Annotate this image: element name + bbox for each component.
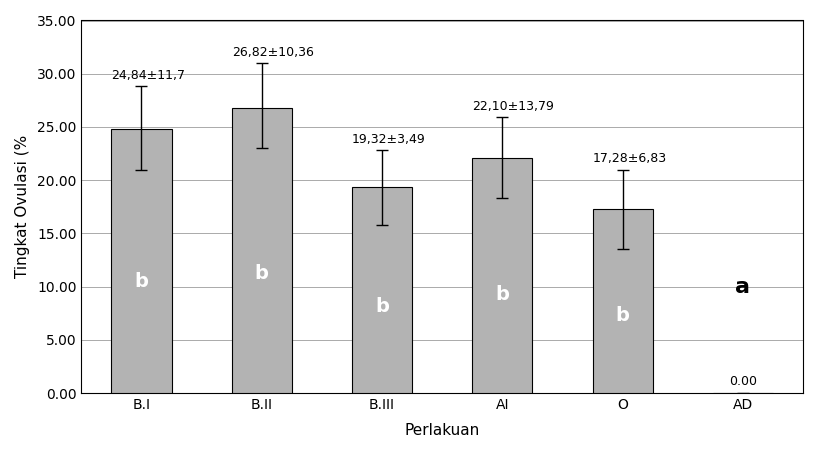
Text: 24,84±11,7: 24,84±11,7 <box>111 69 186 82</box>
Bar <box>352 188 412 393</box>
X-axis label: Perlakuan: Perlakuan <box>405 423 480 438</box>
Text: 19,32±3,49: 19,32±3,49 <box>352 133 425 146</box>
Text: b: b <box>134 273 148 291</box>
Text: 0.00: 0.00 <box>729 375 757 388</box>
Bar <box>231 107 292 393</box>
Text: b: b <box>375 297 389 316</box>
Y-axis label: Tingkat Ovulasi (%: Tingkat Ovulasi (% <box>15 135 30 279</box>
Text: b: b <box>616 306 630 325</box>
Bar <box>592 209 653 393</box>
Text: a: a <box>735 277 750 297</box>
Text: b: b <box>496 285 510 304</box>
Bar <box>111 129 172 393</box>
Text: 26,82±10,36: 26,82±10,36 <box>231 46 313 59</box>
Text: b: b <box>254 264 268 283</box>
Text: 22,10±13,79: 22,10±13,79 <box>472 100 554 113</box>
Text: 17,28±6,83: 17,28±6,83 <box>592 152 667 165</box>
Bar <box>472 158 533 393</box>
